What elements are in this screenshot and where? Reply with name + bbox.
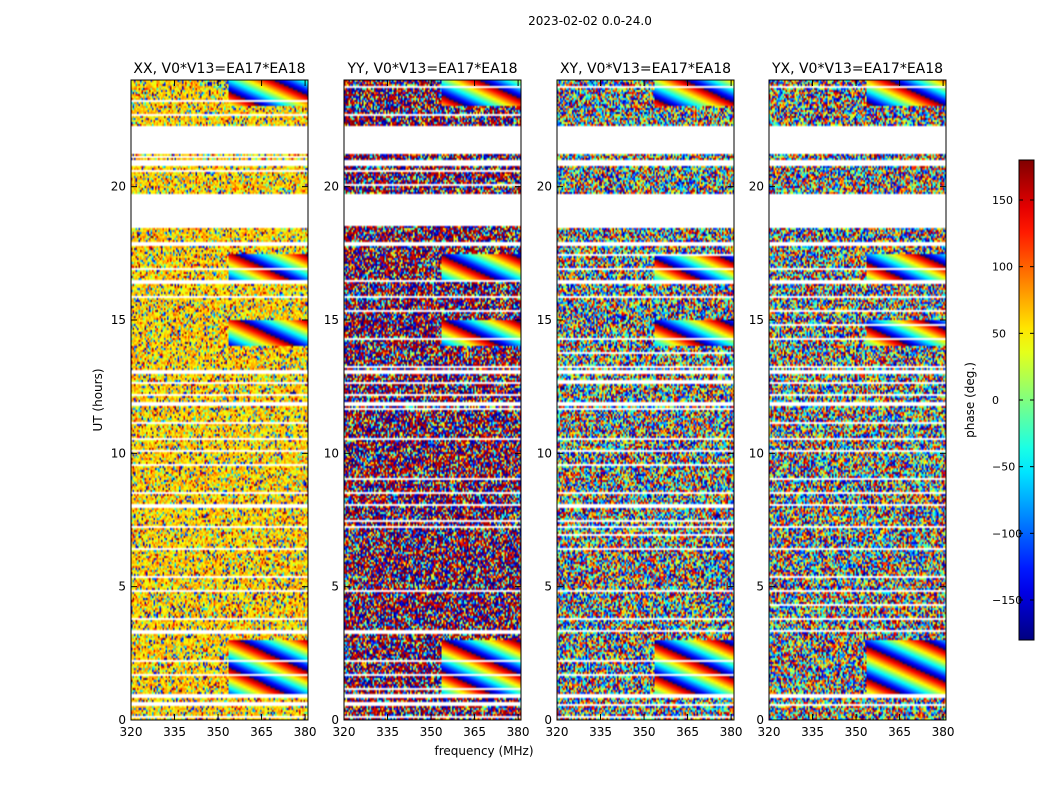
y-tick-label: 20 [324,180,339,194]
heatmap-image [769,80,946,720]
panel-xy: XY, V0*V13=EA17*EA18 320 335 350 365 380 0 5 10 1… [537,61,743,739]
x-tick-label: 335 [376,725,399,739]
x-tick-label: 365 [463,725,486,739]
y-tick-label: 15 [749,313,764,327]
colorbar-tick-label: −150 [992,594,1022,607]
y-tick-label: 10 [749,446,764,460]
colorbar-tick-label: 150 [992,194,1013,207]
x-axis-label: frequency (MHz) [434,744,533,758]
heatmap-image [131,80,308,720]
y-tick-label: 15 [111,313,126,327]
heatmap-image [344,80,521,720]
heatmap-image [557,80,734,720]
x-tick-label: 335 [163,725,186,739]
y-tick-label: 10 [111,446,126,460]
panel-frame [768,79,947,721]
x-tick-label: 350 [420,725,443,739]
y-tick-label: 5 [756,580,764,594]
x-tick-label: 380 [507,725,530,739]
y-tick-label: 10 [537,446,552,460]
x-tick-label: 320 [333,725,356,739]
y-tick-label: 20 [537,180,552,194]
colorbar-tick-label: 100 [992,261,1013,274]
figure-title: 2023-02-02 0.0-24.0 [528,14,652,28]
panel-xx: XX, V0*V13=EA17*EA18 320 335 350 365 380 0 5 10 1… [111,61,317,739]
panel-yy: YY, V0*V13=EA17*EA18 320 335 350 365 380 0 5 10 1… [324,61,530,739]
x-tick-label: 335 [589,725,612,739]
y-tick-label: 0 [118,713,126,727]
panel-title: XY, V0*V13=EA17*EA18 [560,61,731,77]
x-tick-label: 365 [888,725,911,739]
y-tick-label: 10 [324,446,339,460]
x-tick-label: 335 [801,725,824,739]
y-tick-label: 20 [749,180,764,194]
x-tick-label: 380 [294,725,317,739]
panels-layer: XX, V0*V13=EA17*EA18 320 335 350 365 380 0 5 10 1… [111,61,955,739]
panel-title: XX, V0*V13=EA17*EA18 [133,61,305,77]
y-tick-label: 0 [756,713,764,727]
colorbar: −150 −100 −50 0 50 100 150 [992,159,1035,641]
y-tick-label: 20 [111,180,126,194]
colorbar-tick-label: −100 [992,527,1022,540]
panel-yx: YX, V0*V13=EA17*EA18 320 335 350 365 380 0 5 10 1… [749,61,955,739]
y-tick-label: 15 [324,313,339,327]
colorbar-tick-label: −50 [992,461,1015,474]
x-tick-label: 380 [720,725,743,739]
colorbar-label: phase (deg.) [963,362,977,438]
x-tick-label: 320 [758,725,781,739]
y-tick-label: 15 [537,313,552,327]
panel-frame [343,79,522,721]
colorbar-tick-label: 50 [992,327,1006,340]
colorbar-tick-label: 0 [992,394,999,407]
x-tick-label: 380 [932,725,955,739]
x-tick-label: 350 [633,725,656,739]
x-tick-label: 365 [250,725,273,739]
x-tick-label: 350 [845,725,868,739]
y-tick-label: 0 [544,713,552,727]
panel-title: YY, V0*V13=EA17*EA18 [346,61,517,77]
x-tick-label: 350 [207,725,230,739]
panel-frame [130,79,309,721]
y-axis-label: UT (hours) [91,368,105,431]
y-tick-label: 5 [118,580,126,594]
y-tick-label: 5 [544,580,552,594]
x-tick-label: 365 [676,725,699,739]
panel-frame [556,79,735,721]
y-tick-label: 0 [331,713,339,727]
x-tick-label: 320 [120,725,143,739]
panel-title: YX, V0*V13=EA17*EA18 [771,61,943,77]
y-tick-label: 5 [331,580,339,594]
x-tick-label: 320 [546,725,569,739]
